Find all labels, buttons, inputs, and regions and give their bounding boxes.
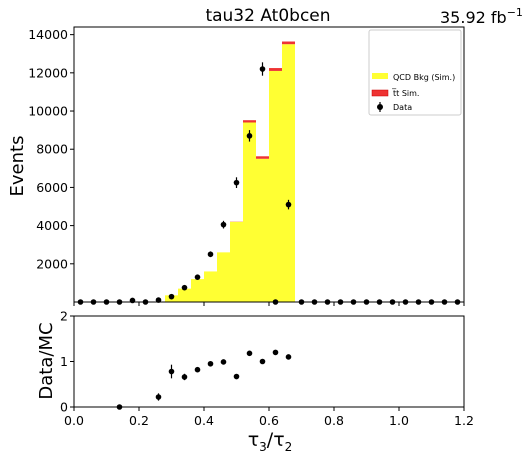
lumi-exponent: −1 [507,6,523,19]
ttbar-bar [243,120,256,122]
ttbar-bar [256,156,269,158]
legend-label-ttbar: t̅t Sim. [391,88,419,98]
x-tick-label: 0.4 [194,413,214,428]
x-tick-label: 0.2 [129,413,149,428]
ratio-x-ticks: 0.0 0.2 0.4 0.6 0.8 1.0 1.2 [64,407,474,428]
qcd-bar [269,71,282,302]
y-axis-label-events: Events [7,136,28,197]
ratio-point [208,361,214,367]
qcd-bar [230,222,243,302]
ratio-point [260,359,266,365]
legend: QCD Bkg (Sim.) t̅t Sim. Data [369,30,461,115]
qcd-bar [178,289,191,302]
ratio-y-ticks: 012 [60,309,74,415]
y-tick-label: 8000 [36,142,68,157]
lumi-value: 35.92 fb [440,8,507,27]
x-tick-label: 0.0 [64,413,84,428]
ratio-y-tick-label: 2 [60,309,68,324]
ratio-points [117,350,292,410]
y-tick-label: 14000 [28,27,68,42]
data-point [247,133,253,139]
ratio-plot-panel: 012 0.0 0.2 0.4 0.6 0.8 1.0 1.2 [60,309,474,429]
ratio-point [273,350,279,356]
chart-title: tau32 At0bcen [205,6,330,26]
qcd-bar [191,279,204,302]
data-point [169,294,175,300]
data-point [182,285,188,291]
x-tick-label: 1.0 [389,413,409,428]
legend-label-data: Data [393,103,412,112]
lumi-label: 35.92 fb−1 [440,6,523,27]
y-tick-label: 12000 [28,65,68,80]
ratio-point [234,374,240,380]
x-tick-label: 0.8 [324,413,344,428]
data-point [208,251,214,257]
data-point [195,274,201,280]
data-point [234,180,240,186]
legend-label-qcd: QCD Bkg (Sim.) [393,73,455,82]
data-point [286,202,292,208]
ratio-point [182,374,188,380]
qcd-bar [204,271,217,302]
ttbar-bar [282,42,295,45]
legend-swatch-ttbar [372,90,388,96]
qcd-bar [282,44,295,302]
ratio-point [247,351,253,357]
x-tick-label: 0.6 [259,413,279,428]
data-point [221,222,227,228]
data-point [260,66,266,72]
y-tick-label: 2000 [36,256,68,271]
y-tick-label: 6000 [36,180,68,195]
qcd-bar [217,252,230,302]
legend-swatch-qcd [372,73,388,79]
y-tick-label: 4000 [36,218,68,233]
ratio-point [169,369,175,375]
ratio-y-tick-label: 1 [60,354,68,369]
y-axis-label-ratio: Data/MC [36,322,57,399]
ratio-point [286,354,292,360]
ttbar-bar [269,68,282,71]
main-y-ticks: 2000 4000 6000 8000 10000 12000 14000 [28,27,74,271]
x-tick-label: 1.2 [454,413,474,428]
y-tick-label: 10000 [28,104,68,119]
legend-marker-data [377,104,383,110]
stacked-histogram [165,42,295,302]
ratio-point [221,359,227,365]
ratio-point [195,367,201,373]
x-axis-label: τ3/τ2 [248,429,293,454]
ratio-point [156,394,162,400]
ratio-plot-frame [74,316,464,407]
qcd-bar [256,159,269,302]
qcd-bar [243,122,256,302]
